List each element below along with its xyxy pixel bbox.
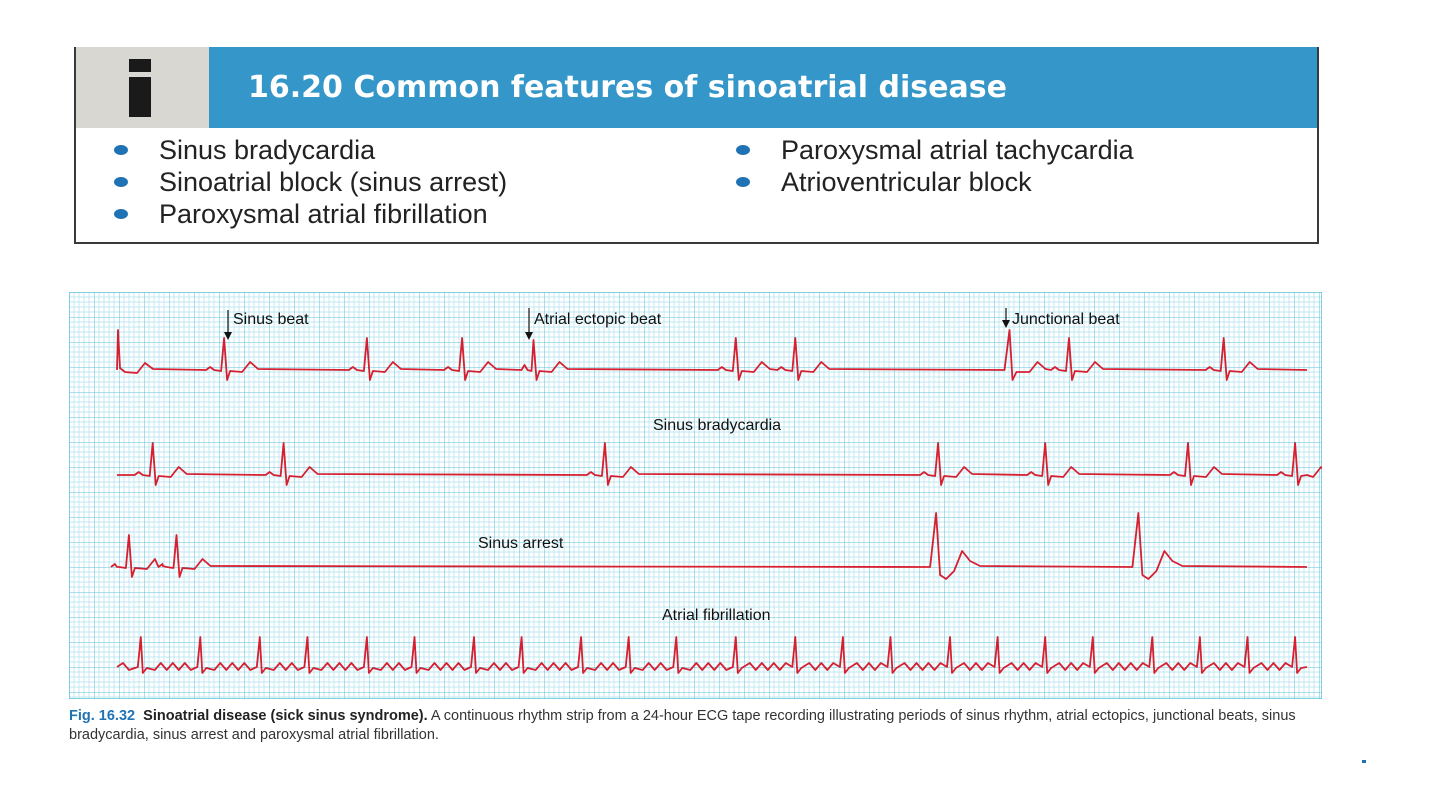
figure-caption-text: A continuous rhythm strip from a 24-hour… [69,708,1296,743]
atrial-ectopic-beat-label: Atrial ectopic beat [534,311,662,328]
atrial-fibrillation-label: Atrial fibrillation [662,607,770,624]
figure-title: Sinoatrial disease (sick sinus syndrome)… [143,708,428,724]
list-item-text: Sinus bradycardia [159,135,376,165]
sinus-bradycardia-label: Sinus bradycardia [653,417,781,434]
junctional-beat-annotation: Junctional beat [1002,308,1120,328]
list-item-text: Paroxysmal atrial tachycardia [781,135,1134,165]
list-item-text: Atrioventricular block [781,167,1032,197]
ecg-trace-sinus-rhythm [116,329,1308,381]
list-item: Sinus bradycardia [114,134,507,166]
info-box: 16.20 Common features of sinoatrial dise… [74,47,1319,244]
list-item: Paroxysmal atrial fibrillation [114,198,507,230]
ecg-trace-sinus-arrest [110,512,1308,580]
bullet-icon [736,177,750,187]
figure-number: Fig. 16.32 [69,708,136,724]
bullet-icon [114,145,128,155]
page-corner-mark [1362,760,1366,763]
ecg-trace-atrial-fibrillation [116,636,1308,674]
atrial-ectopic-beat-annotation: Atrial ectopic beat [525,308,662,340]
bullet-icon [114,177,128,187]
sinus-beat-annotation: Sinus beat [224,310,309,340]
list-item-text: Sinoatrial block (sinus arrest) [159,167,508,197]
ecg-trace-sinus-bradycardia [117,442,1322,486]
feature-list-left: Sinus bradycardia Sinoatrial block (sinu… [114,134,507,230]
list-item: Atrioventricular block [736,166,1134,198]
info-box-title: 16.20 Common features of sinoatrial dise… [248,70,1007,105]
list-item: Sinoatrial block (sinus arrest) [114,166,507,198]
sinus-beat-label: Sinus beat [233,311,309,328]
figure-caption: Fig. 16.32 Sinoatrial disease (sick sinu… [69,707,1334,745]
ecg-figure: Sinus beat Atrial ectopic beat Junctiona… [69,292,1322,699]
sinus-arrest-label: Sinus arrest [478,535,564,552]
bullet-icon [114,209,128,219]
info-box-icon-cell [76,47,209,128]
feature-list-right: Paroxysmal atrial tachycardia Atrioventr… [736,134,1134,198]
ecg-rhythm-strip: Sinus beat Atrial ectopic beat Junctiona… [69,292,1322,699]
list-item-text: Paroxysmal atrial fibrillation [159,199,488,229]
information-i-icon [129,59,151,117]
bullet-icon [736,145,750,155]
ecg-grid-paper [69,292,1322,699]
junctional-beat-label: Junctional beat [1012,311,1120,328]
list-item: Paroxysmal atrial tachycardia [736,134,1134,166]
info-box-header: 16.20 Common features of sinoatrial dise… [76,47,1317,128]
